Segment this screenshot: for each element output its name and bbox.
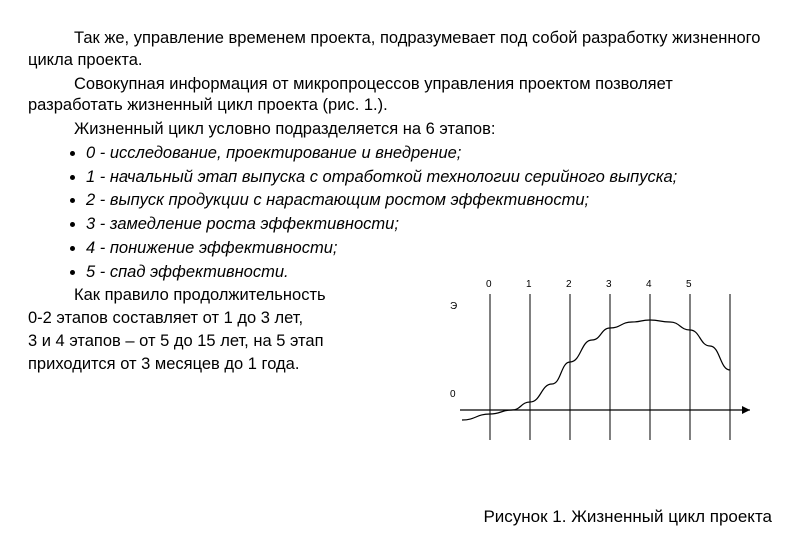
stage-3: 3 - замедление роста эффективности; (86, 214, 506, 236)
duration-block: Как правило продолжительность 0-2 этапов… (28, 285, 448, 375)
xlabel-0: 0 (486, 278, 492, 291)
xlabel-3: 3 (606, 278, 612, 291)
paragraph-2: Совокупная информация от микропроцессов … (28, 74, 772, 118)
xlabel-5: 5 (686, 278, 692, 291)
stage-0: 0 - исследование, проектирование и внедр… (86, 143, 772, 165)
lifecycle-chart: 0 1 2 3 4 5 Э 0 (452, 278, 772, 442)
stage-5: 5 - спад эффективности. (86, 262, 506, 284)
stages-list: 0 - исследование, проектирование и внедр… (28, 143, 772, 284)
xlabel-1: 1 (526, 278, 532, 291)
xlabel-2: 2 (566, 278, 572, 291)
chart-svg (452, 292, 752, 442)
stage-1: 1 - начальный этап выпуска с отработкой … (86, 167, 772, 189)
duration-p1: Как правило продолжительность (28, 285, 448, 307)
xlabel-4: 4 (646, 278, 652, 291)
duration-p3: 3 и 4 этапов – от 5 до 15 лет, на 5 этап (28, 331, 448, 353)
figure-caption: Рисунок 1. Жизненный цикл проекта (483, 506, 772, 528)
paragraph-3: Жизненный цикл условно подразделяется на… (28, 119, 772, 141)
duration-p4: приходится от 3 месяцев до 1 года. (28, 354, 448, 376)
stage-4: 4 - понижение эффективности; (86, 238, 506, 260)
chart-x-labels: 0 1 2 3 4 5 (452, 278, 772, 292)
y-axis-label: Э (450, 300, 457, 313)
stage-2: 2 - выпуск продукции с нарастающим росто… (86, 190, 772, 212)
duration-p2: 0-2 этапов составляет от 1 до 3 лет, (28, 308, 448, 330)
paragraph-1: Так же, управление временем проекта, под… (28, 28, 772, 72)
y-axis-zero: 0 (450, 388, 456, 401)
page: Так же, управление временем проекта, под… (0, 0, 800, 554)
